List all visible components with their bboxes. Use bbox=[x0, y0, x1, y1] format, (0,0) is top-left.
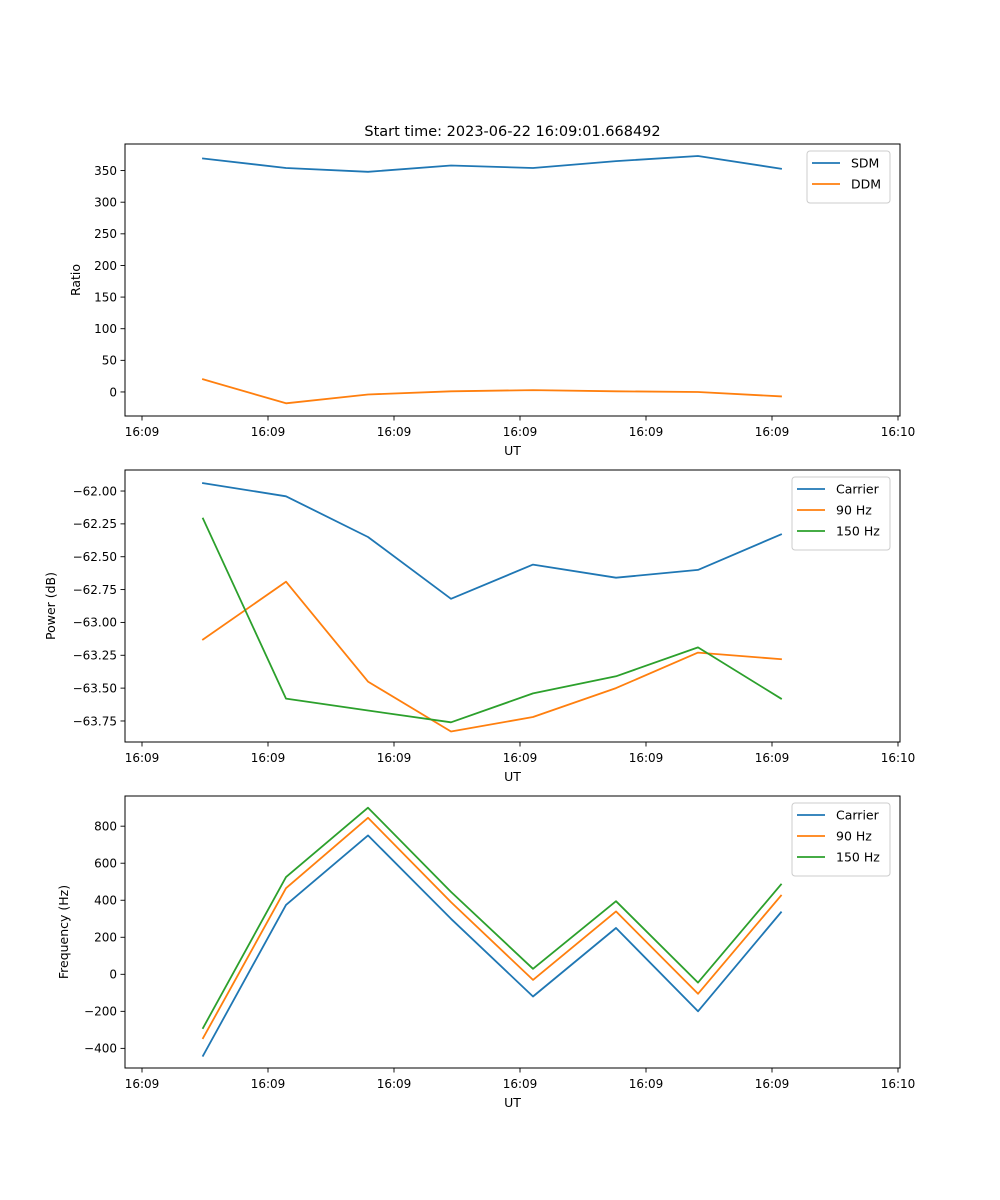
series-line-carrier bbox=[201, 482, 783, 600]
y-tick-label: −63.50 bbox=[73, 681, 117, 695]
y-tick-label: 600 bbox=[94, 857, 117, 871]
y-tick-label: 150 bbox=[94, 290, 117, 304]
x-tick-label: 16:09 bbox=[251, 751, 286, 765]
x-tick-label: 16:09 bbox=[503, 751, 538, 765]
y-tick-label: −62.75 bbox=[73, 583, 117, 597]
y-tick-label: 0 bbox=[109, 385, 117, 399]
x-tick-label: 16:10 bbox=[881, 1077, 916, 1091]
series-line-sdm bbox=[202, 155, 783, 173]
x-tick-label: 16:09 bbox=[377, 1077, 412, 1091]
y-tick-label: 200 bbox=[94, 931, 117, 945]
y-axis-label: Frequency (Hz) bbox=[56, 885, 71, 979]
y-tick-label: 800 bbox=[94, 819, 117, 833]
legend-label: Carrier bbox=[836, 482, 880, 497]
y-tick-label: 200 bbox=[94, 259, 117, 273]
x-tick-label: 16:09 bbox=[125, 751, 160, 765]
x-tick-label: 16:09 bbox=[125, 425, 160, 439]
y-tick-label: −62.50 bbox=[73, 550, 117, 564]
legend: Carrier 90 Hz 150 Hz bbox=[791, 802, 891, 877]
legend-label: DDM bbox=[851, 177, 881, 192]
chart-panel-1: 16:09 16:09 16:09 16:09 16:09 16:09 16:10 0 50 10… bbox=[68, 143, 916, 458]
legend-label: 150 Hz bbox=[836, 524, 880, 539]
y-tick-label: −63.00 bbox=[73, 616, 117, 630]
x-axis-label: UT bbox=[504, 769, 521, 784]
series-line-ddm bbox=[201, 378, 782, 405]
legend-label: Carrier bbox=[836, 808, 880, 823]
series-line-90-hz bbox=[201, 816, 783, 1040]
y-tick-label: −62.25 bbox=[73, 517, 117, 531]
axes-frame bbox=[124, 143, 901, 417]
x-tick-label: 16:09 bbox=[503, 425, 538, 439]
axes-frame bbox=[124, 795, 901, 1069]
legend: SDM DDM bbox=[806, 150, 891, 204]
y-tick-label: 50 bbox=[102, 354, 117, 368]
x-tick-label: 16:09 bbox=[755, 1077, 790, 1091]
x-tick-label: 16:09 bbox=[377, 751, 412, 765]
x-tick-label: 16:09 bbox=[251, 1077, 286, 1091]
x-tick-label: 16:10 bbox=[881, 425, 916, 439]
figure-title: Start time: 2023-06-22 16:09:01.668492 bbox=[364, 124, 660, 140]
chart-panel-2: 16:09 16:09 16:09 16:09 16:09 16:09 16:10 −63.7… bbox=[43, 469, 916, 784]
x-tick-label: 16:09 bbox=[503, 1077, 538, 1091]
x-axis-label: UT bbox=[504, 1095, 521, 1110]
y-tick-label: −200 bbox=[84, 1005, 117, 1019]
series-line-90-hz bbox=[201, 580, 782, 733]
x-tick-label: 16:09 bbox=[377, 425, 412, 439]
legend-label: 150 Hz bbox=[836, 850, 880, 865]
x-tick-label: 16:09 bbox=[125, 1077, 160, 1091]
x-tick-label: 16:09 bbox=[629, 751, 664, 765]
chart-panel-3: 16:09 16:09 16:09 16:09 16:09 16:09 16:10 −400 −… bbox=[56, 795, 916, 1110]
series-line-150-hz bbox=[201, 517, 783, 724]
x-tick-label: 16:09 bbox=[755, 425, 790, 439]
x-tick-label: 16:09 bbox=[629, 425, 664, 439]
y-tick-label: 300 bbox=[94, 195, 117, 209]
y-tick-label: −63.25 bbox=[73, 649, 117, 663]
y-tick-label: 400 bbox=[94, 894, 117, 908]
y-tick-label: 250 bbox=[94, 227, 117, 241]
chart-panels: 16:09 16:09 16:09 16:09 16:09 16:09 16:10 0 50 10… bbox=[43, 143, 916, 1110]
series-line-150-hz bbox=[201, 806, 783, 1030]
legend-label: SDM bbox=[851, 156, 879, 171]
legend-label: 90 Hz bbox=[836, 503, 872, 518]
y-tick-label: 100 bbox=[94, 322, 117, 336]
x-tick-label: 16:09 bbox=[755, 751, 790, 765]
y-tick-label: 0 bbox=[109, 968, 117, 982]
y-axis-label: Ratio bbox=[68, 264, 83, 296]
legend: Carrier 90 Hz 150 Hz bbox=[791, 476, 891, 551]
series-line-carrier bbox=[201, 834, 783, 1058]
y-tick-label: −400 bbox=[84, 1042, 117, 1056]
legend-box bbox=[806, 150, 891, 204]
axes-frame bbox=[124, 469, 901, 743]
x-axis-label: UT bbox=[504, 443, 521, 458]
legend-label: 90 Hz bbox=[836, 829, 872, 844]
y-axis-label: Power (dB) bbox=[43, 572, 58, 640]
y-tick-label: −62.00 bbox=[73, 484, 117, 498]
y-tick-label: −63.75 bbox=[73, 714, 117, 728]
x-tick-label: 16:09 bbox=[251, 425, 286, 439]
x-tick-label: 16:10 bbox=[881, 751, 916, 765]
x-tick-label: 16:09 bbox=[629, 1077, 664, 1091]
y-tick-label: 350 bbox=[94, 164, 117, 178]
